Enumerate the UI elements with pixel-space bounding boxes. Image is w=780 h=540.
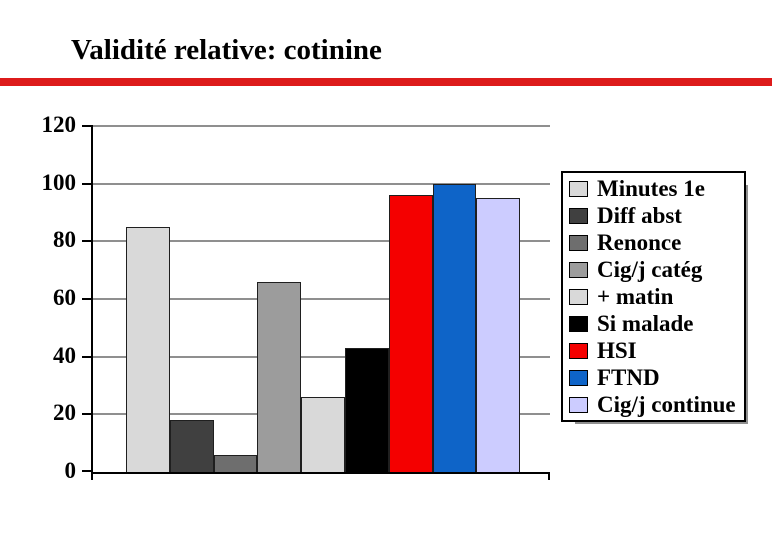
x-end-tick — [91, 472, 93, 480]
bar — [432, 183, 477, 472]
legend-item: FTND — [569, 366, 742, 389]
y-axis-label: 40 — [53, 342, 76, 368]
legend-item: Cig/j catég — [569, 258, 742, 281]
legend: Minutes 1e Diff abst Renonce Cig/j catég + m… — [561, 171, 746, 422]
x-end-tick — [548, 472, 550, 480]
plot-area — [82, 125, 550, 480]
y-axis-label: 120 — [41, 112, 77, 137]
legend-swatch — [569, 315, 588, 332]
bar — [257, 281, 302, 472]
legend-label: Diff abst — [597, 203, 682, 228]
legend-label: Si malade — [597, 311, 694, 336]
legend-label: FTND — [597, 365, 660, 390]
y-axis-label: 0 — [64, 458, 77, 483]
legend-item: + matin — [569, 285, 742, 308]
y-tick — [82, 355, 93, 358]
legend-label: + matin — [597, 284, 674, 309]
bar — [169, 420, 214, 472]
legend-swatch — [569, 369, 588, 386]
legend-item: Minutes 1e — [569, 177, 742, 200]
bar — [476, 198, 521, 472]
bar — [301, 397, 345, 472]
y-axis-label: 20 — [53, 400, 76, 426]
legend-item: Renonce — [569, 231, 742, 254]
gridline — [93, 125, 550, 127]
x-axis — [91, 472, 550, 474]
gridline — [93, 298, 550, 300]
title-rule — [0, 78, 772, 86]
bar — [345, 348, 389, 472]
legend-swatch — [569, 396, 588, 413]
y-axis — [91, 126, 93, 474]
legend-item: Si malade — [569, 312, 742, 335]
y-axis-label: 100 — [41, 169, 77, 195]
bar — [126, 226, 170, 472]
y-tick — [82, 298, 93, 300]
y-axis-label: 60 — [53, 285, 76, 310]
y-tick — [82, 125, 93, 127]
legend-swatch — [569, 342, 588, 359]
legend-swatch — [569, 234, 588, 251]
y-tick — [82, 240, 93, 243]
legend-item: HSI — [569, 339, 742, 362]
legend-swatch — [569, 180, 588, 197]
legend-label: Renonce — [597, 230, 682, 255]
legend-swatch — [569, 288, 588, 305]
legend-label: HSI — [597, 338, 637, 363]
bar — [388, 195, 433, 472]
gridline — [93, 240, 550, 243]
y-tick — [82, 413, 93, 416]
gridline — [93, 182, 550, 185]
legend-item: Cig/j continue — [569, 393, 742, 416]
legend-label: Minutes 1e — [597, 176, 705, 201]
bar — [213, 454, 258, 472]
y-tick — [82, 470, 93, 472]
legend-swatch — [569, 207, 588, 224]
page-title: Validité relative: cotinine — [71, 34, 382, 66]
gridline — [93, 355, 550, 358]
legend-label: Cig/j continue — [597, 392, 736, 417]
y-axis-label: 80 — [53, 227, 76, 253]
legend-item: Diff abst — [569, 204, 742, 227]
legend-swatch — [569, 261, 588, 278]
legend-label: Cig/j catég — [597, 257, 703, 282]
y-tick — [82, 182, 93, 185]
